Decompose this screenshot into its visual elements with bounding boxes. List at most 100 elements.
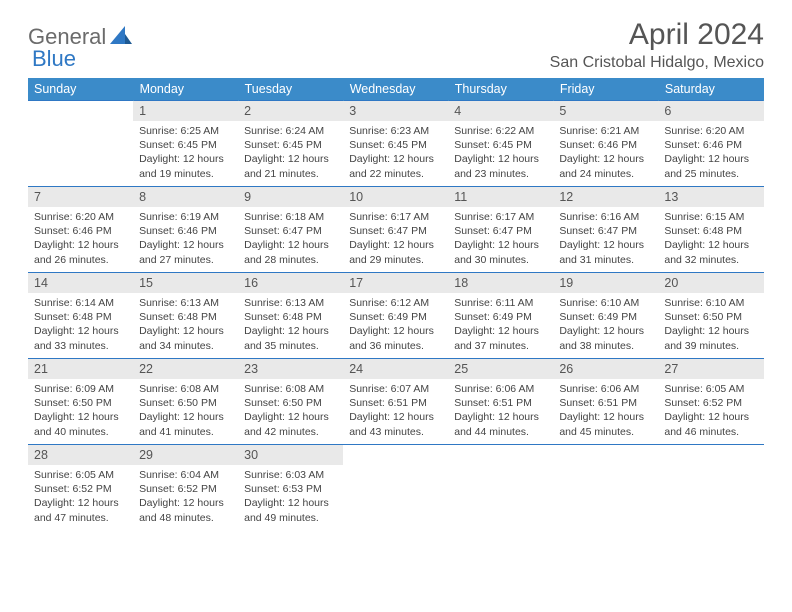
day-line-day2: and 39 minutes.: [664, 339, 757, 353]
day-details: Sunrise: 6:07 AMSunset: 6:51 PMDaylight:…: [343, 379, 448, 443]
day-details: Sunrise: 6:08 AMSunset: 6:50 PMDaylight:…: [133, 379, 238, 443]
day-line-sunset: Sunset: 6:49 PM: [559, 310, 652, 324]
day-number: 25: [448, 359, 553, 379]
day-line-sunset: Sunset: 6:47 PM: [559, 224, 652, 238]
day-line-sunrise: Sunrise: 6:16 AM: [559, 210, 652, 224]
day-line-sunset: Sunset: 6:48 PM: [244, 310, 337, 324]
weekday-header: Monday: [133, 78, 238, 101]
calendar-cell: 28Sunrise: 6:05 AMSunset: 6:52 PMDayligh…: [28, 445, 133, 531]
day-line-sunset: Sunset: 6:46 PM: [139, 224, 232, 238]
day-number: 10: [343, 187, 448, 207]
day-line-sunrise: Sunrise: 6:22 AM: [454, 124, 547, 138]
day-details: Sunrise: 6:19 AMSunset: 6:46 PMDaylight:…: [133, 207, 238, 271]
day-line-sunset: Sunset: 6:47 PM: [349, 224, 442, 238]
day-line-sunrise: Sunrise: 6:19 AM: [139, 210, 232, 224]
day-line-sunset: Sunset: 6:52 PM: [664, 396, 757, 410]
day-line-day2: and 24 minutes.: [559, 167, 652, 181]
calendar-cell: [448, 445, 553, 531]
calendar-cell: 8Sunrise: 6:19 AMSunset: 6:46 PMDaylight…: [133, 187, 238, 273]
day-details: Sunrise: 6:05 AMSunset: 6:52 PMDaylight:…: [28, 465, 133, 529]
day-line-day1: Daylight: 12 hours: [454, 238, 547, 252]
calendar-cell: 5Sunrise: 6:21 AMSunset: 6:46 PMDaylight…: [553, 101, 658, 187]
calendar-cell: 15Sunrise: 6:13 AMSunset: 6:48 PMDayligh…: [133, 273, 238, 359]
day-line-sunset: Sunset: 6:50 PM: [34, 396, 127, 410]
day-line-day2: and 29 minutes.: [349, 253, 442, 267]
day-number: 26: [553, 359, 658, 379]
day-number: 30: [238, 445, 343, 465]
day-details: Sunrise: 6:13 AMSunset: 6:48 PMDaylight:…: [133, 293, 238, 357]
day-line-sunset: Sunset: 6:50 PM: [244, 396, 337, 410]
day-number: 13: [658, 187, 763, 207]
calendar-cell: 16Sunrise: 6:13 AMSunset: 6:48 PMDayligh…: [238, 273, 343, 359]
calendar-cell: 1Sunrise: 6:25 AMSunset: 6:45 PMDaylight…: [133, 101, 238, 187]
day-line-sunrise: Sunrise: 6:10 AM: [559, 296, 652, 310]
day-line-sunrise: Sunrise: 6:05 AM: [664, 382, 757, 396]
day-line-day1: Daylight: 12 hours: [139, 238, 232, 252]
day-line-sunrise: Sunrise: 6:06 AM: [454, 382, 547, 396]
day-number: 9: [238, 187, 343, 207]
day-number: 3: [343, 101, 448, 121]
day-details: Sunrise: 6:09 AMSunset: 6:50 PMDaylight:…: [28, 379, 133, 443]
day-line-day1: Daylight: 12 hours: [664, 410, 757, 424]
day-line-day2: and 28 minutes.: [244, 253, 337, 267]
day-line-day1: Daylight: 12 hours: [34, 238, 127, 252]
weekday-header: Tuesday: [238, 78, 343, 101]
day-line-day1: Daylight: 12 hours: [244, 496, 337, 510]
day-details: Sunrise: 6:20 AMSunset: 6:46 PMDaylight:…: [28, 207, 133, 271]
day-line-day1: Daylight: 12 hours: [244, 238, 337, 252]
day-line-day1: Daylight: 12 hours: [454, 410, 547, 424]
calendar-week-row: 1Sunrise: 6:25 AMSunset: 6:45 PMDaylight…: [28, 101, 764, 187]
day-line-day1: Daylight: 12 hours: [244, 152, 337, 166]
day-details: Sunrise: 6:24 AMSunset: 6:45 PMDaylight:…: [238, 121, 343, 185]
calendar-cell: 13Sunrise: 6:15 AMSunset: 6:48 PMDayligh…: [658, 187, 763, 273]
day-line-sunrise: Sunrise: 6:17 AM: [454, 210, 547, 224]
title-block: April 2024 San Cristobal Hidalgo, Mexico: [550, 18, 764, 72]
day-line-day1: Daylight: 12 hours: [349, 152, 442, 166]
day-line-sunrise: Sunrise: 6:25 AM: [139, 124, 232, 138]
day-line-day2: and 44 minutes.: [454, 425, 547, 439]
calendar-cell: 11Sunrise: 6:17 AMSunset: 6:47 PMDayligh…: [448, 187, 553, 273]
calendar-cell: 2Sunrise: 6:24 AMSunset: 6:45 PMDaylight…: [238, 101, 343, 187]
day-number: 2: [238, 101, 343, 121]
day-line-day2: and 25 minutes.: [664, 167, 757, 181]
calendar-cell: 7Sunrise: 6:20 AMSunset: 6:46 PMDaylight…: [28, 187, 133, 273]
day-details: Sunrise: 6:12 AMSunset: 6:49 PMDaylight:…: [343, 293, 448, 357]
calendar-cell: 27Sunrise: 6:05 AMSunset: 6:52 PMDayligh…: [658, 359, 763, 445]
day-line-day1: Daylight: 12 hours: [349, 238, 442, 252]
day-number: 4: [448, 101, 553, 121]
day-number: 24: [343, 359, 448, 379]
day-line-day1: Daylight: 12 hours: [139, 410, 232, 424]
day-details: Sunrise: 6:06 AMSunset: 6:51 PMDaylight:…: [553, 379, 658, 443]
day-number: 5: [553, 101, 658, 121]
brand-name-blue: Blue: [32, 46, 76, 71]
day-line-day2: and 22 minutes.: [349, 167, 442, 181]
day-line-day2: and 47 minutes.: [34, 511, 127, 525]
day-details: Sunrise: 6:18 AMSunset: 6:47 PMDaylight:…: [238, 207, 343, 271]
brand-blue-row: Blue: [32, 46, 76, 72]
day-line-day2: and 31 minutes.: [559, 253, 652, 267]
day-line-sunset: Sunset: 6:50 PM: [664, 310, 757, 324]
calendar-cell: 10Sunrise: 6:17 AMSunset: 6:47 PMDayligh…: [343, 187, 448, 273]
day-details: Sunrise: 6:21 AMSunset: 6:46 PMDaylight:…: [553, 121, 658, 185]
day-line-day1: Daylight: 12 hours: [139, 152, 232, 166]
day-line-day2: and 46 minutes.: [664, 425, 757, 439]
day-details: Sunrise: 6:10 AMSunset: 6:49 PMDaylight:…: [553, 293, 658, 357]
page-header: General April 2024 San Cristobal Hidalgo…: [28, 18, 764, 72]
day-line-day1: Daylight: 12 hours: [664, 324, 757, 338]
day-number: 18: [448, 273, 553, 293]
day-line-sunset: Sunset: 6:49 PM: [349, 310, 442, 324]
day-details: Sunrise: 6:22 AMSunset: 6:45 PMDaylight:…: [448, 121, 553, 185]
day-number: 14: [28, 273, 133, 293]
day-line-day2: and 43 minutes.: [349, 425, 442, 439]
day-line-sunset: Sunset: 6:46 PM: [664, 138, 757, 152]
calendar-cell: 29Sunrise: 6:04 AMSunset: 6:52 PMDayligh…: [133, 445, 238, 531]
day-details: Sunrise: 6:06 AMSunset: 6:51 PMDaylight:…: [448, 379, 553, 443]
calendar-cell: 30Sunrise: 6:03 AMSunset: 6:53 PMDayligh…: [238, 445, 343, 531]
day-line-day2: and 23 minutes.: [454, 167, 547, 181]
day-line-day2: and 34 minutes.: [139, 339, 232, 353]
day-line-day2: and 30 minutes.: [454, 253, 547, 267]
day-details: Sunrise: 6:17 AMSunset: 6:47 PMDaylight:…: [448, 207, 553, 271]
day-line-day1: Daylight: 12 hours: [244, 324, 337, 338]
calendar-cell: 9Sunrise: 6:18 AMSunset: 6:47 PMDaylight…: [238, 187, 343, 273]
day-line-sunrise: Sunrise: 6:08 AM: [244, 382, 337, 396]
